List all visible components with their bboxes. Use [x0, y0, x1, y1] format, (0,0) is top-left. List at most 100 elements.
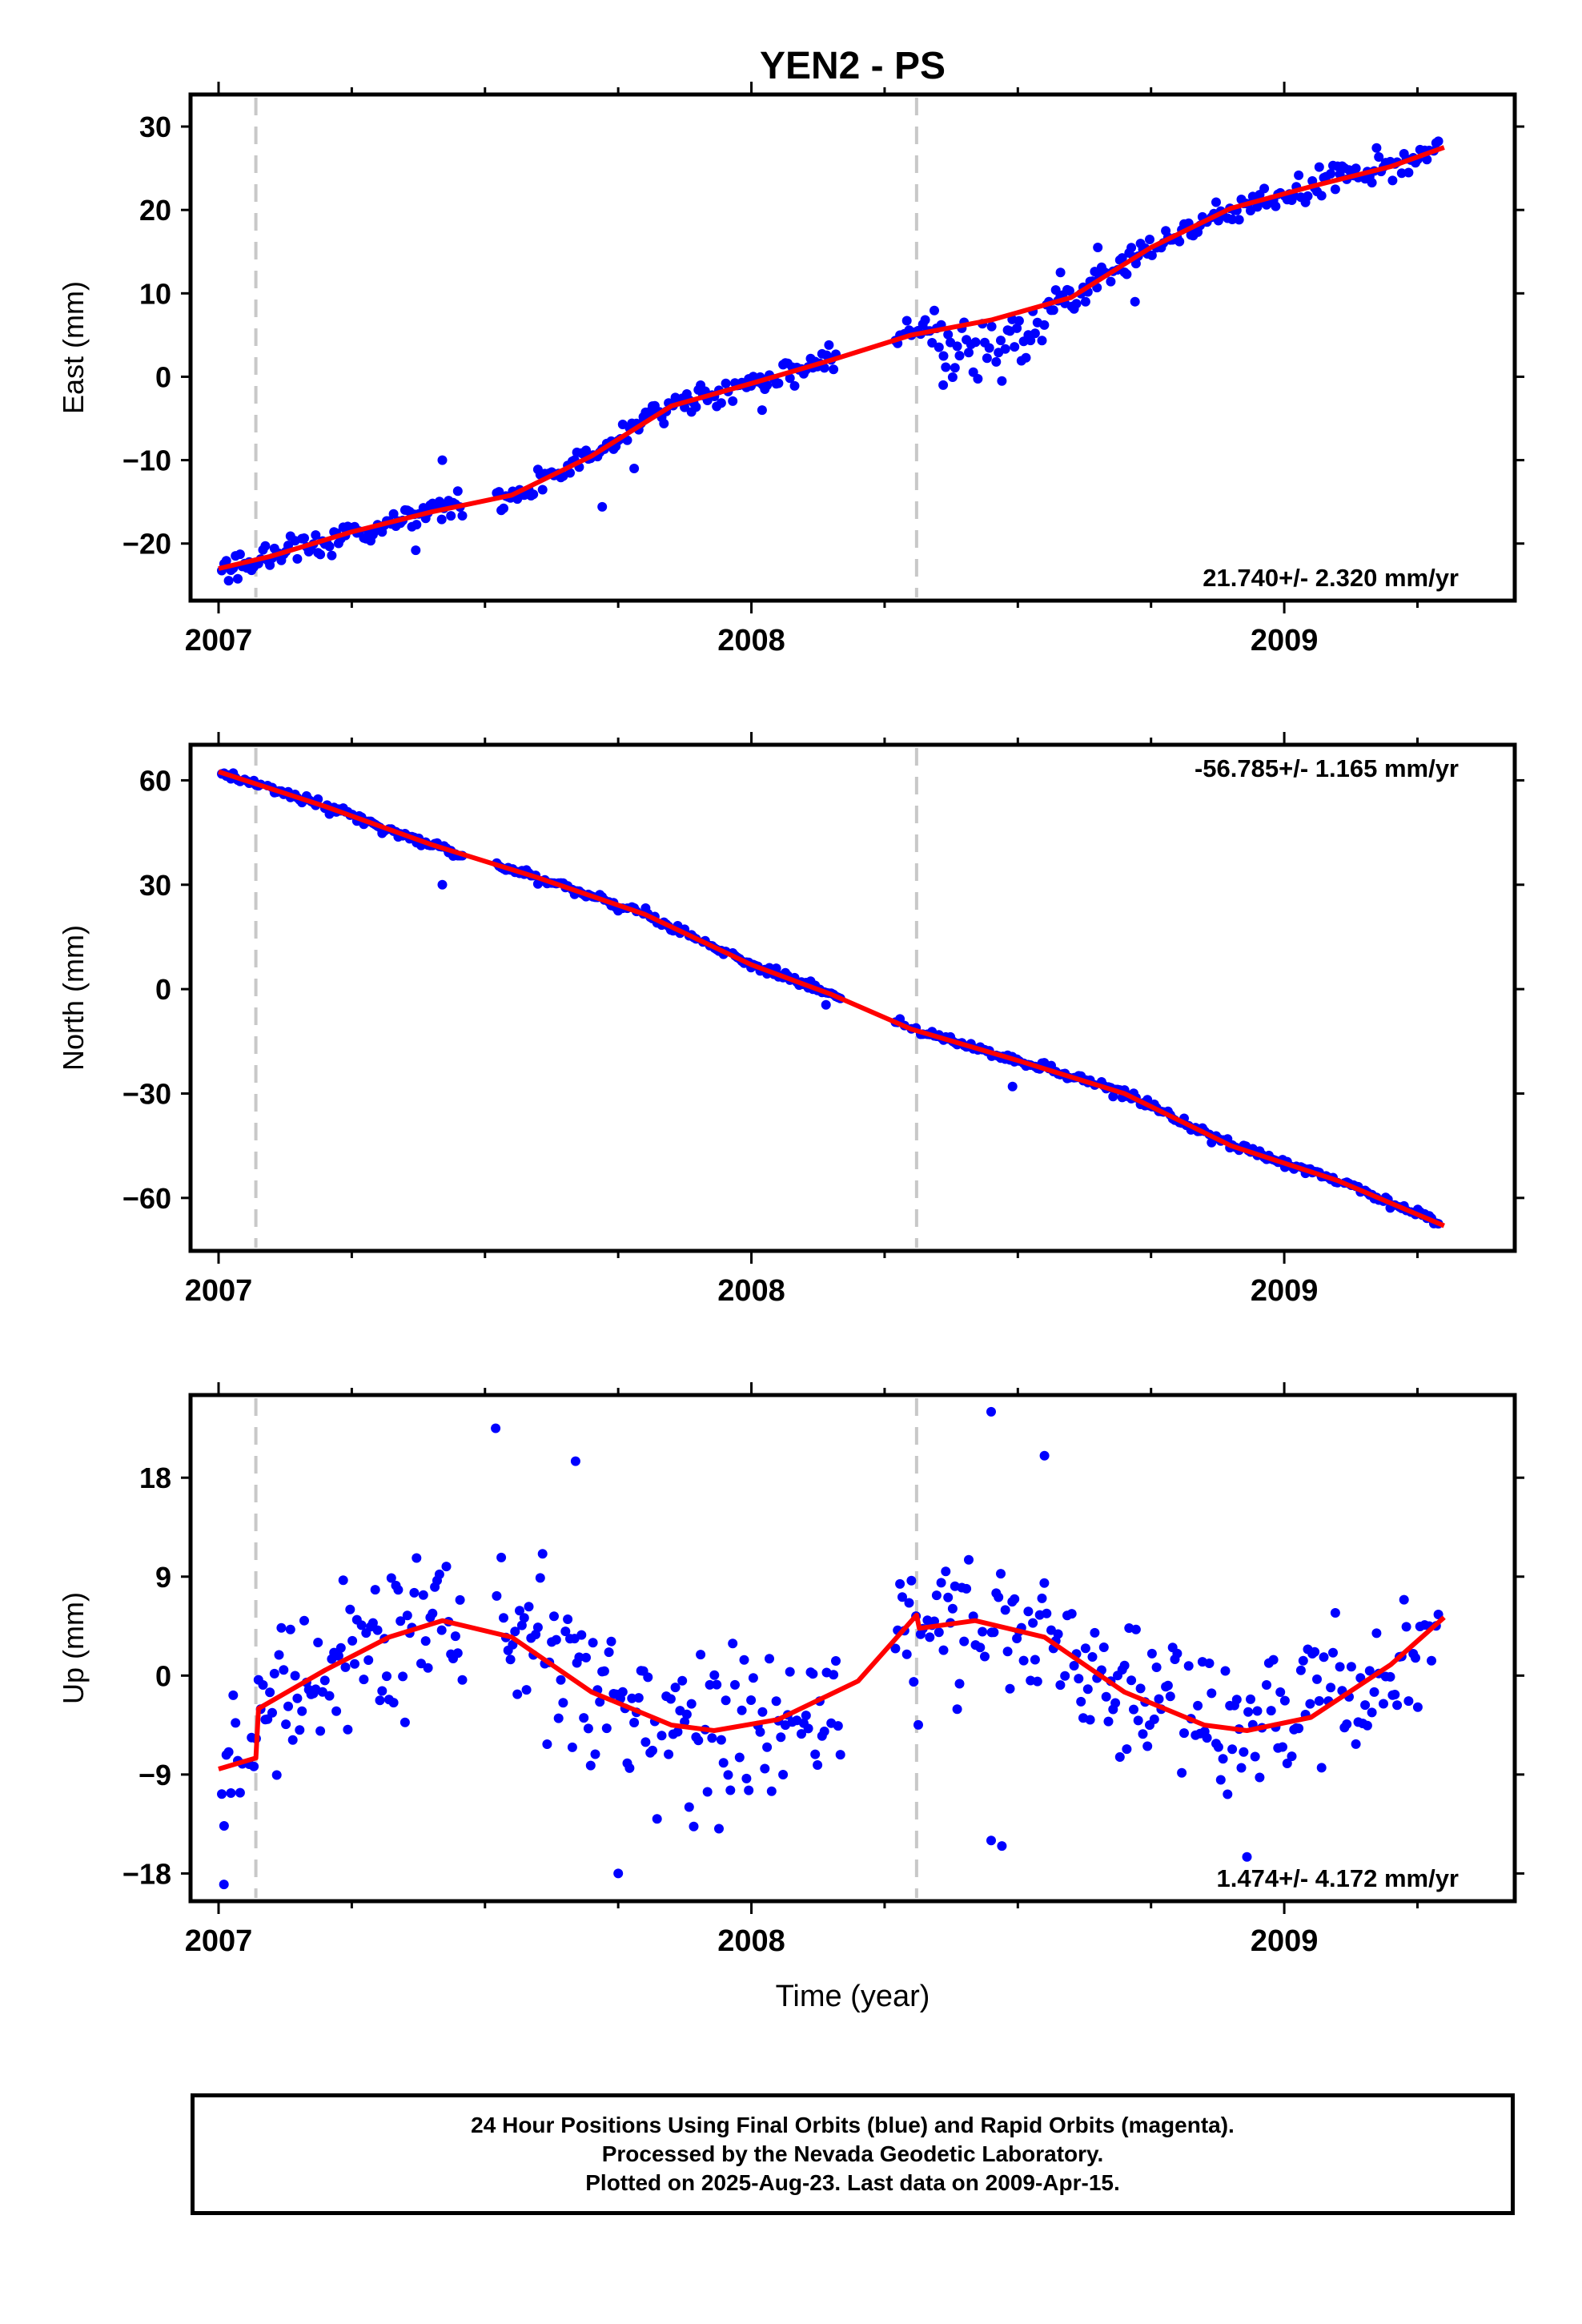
- data-point: [984, 343, 994, 353]
- data-point: [895, 1578, 905, 1589]
- data-point: [947, 372, 958, 382]
- data-point: [340, 1662, 351, 1672]
- data-point: [393, 1585, 404, 1595]
- data-point: [714, 1823, 724, 1834]
- data-point: [1351, 163, 1361, 174]
- data-point: [648, 1745, 657, 1755]
- data-point: [299, 1615, 309, 1626]
- data-point: [553, 1713, 564, 1723]
- data-point: [576, 1630, 587, 1640]
- data-point: [258, 1680, 268, 1690]
- data-point: [1023, 1606, 1034, 1617]
- data-point: [925, 1632, 935, 1642]
- data-point: [991, 356, 1002, 367]
- data-point: [1114, 1752, 1125, 1762]
- data-point: [335, 1642, 346, 1653]
- data-point: [760, 1763, 770, 1774]
- data-point: [996, 336, 1006, 346]
- data-point: [982, 353, 992, 364]
- data-point: [629, 464, 640, 473]
- data-point: [1330, 184, 1340, 195]
- data-point: [986, 1835, 996, 1846]
- data-point: [400, 1717, 410, 1727]
- data-point: [274, 1650, 284, 1660]
- data-point: [1303, 191, 1313, 201]
- data-point: [1014, 316, 1024, 326]
- data-point: [829, 1670, 839, 1680]
- data-point: [1326, 169, 1336, 179]
- data-point: [375, 1695, 385, 1706]
- data-point: [1039, 320, 1050, 330]
- data-point: [563, 1614, 573, 1624]
- data-point: [901, 1649, 912, 1659]
- data-point: [1314, 1696, 1324, 1706]
- data-point: [1172, 1648, 1182, 1659]
- data-point: [797, 1729, 806, 1739]
- data-point: [613, 1868, 624, 1879]
- data-point: [290, 1671, 300, 1681]
- data-point: [1204, 1659, 1215, 1668]
- data-point: [423, 1663, 433, 1673]
- data-point: [235, 1787, 245, 1798]
- data-point: [1066, 1609, 1077, 1619]
- data-point: [652, 1814, 662, 1824]
- data-point: [803, 1723, 813, 1734]
- data-point: [1360, 1700, 1371, 1711]
- data-point: [556, 1675, 566, 1685]
- data-point: [521, 1685, 532, 1695]
- panel-east: 30 20 10 0 −10 −20 East (mm) 2007 2008 2009 21.740…: [57, 82, 1524, 657]
- data-point: [1146, 1648, 1157, 1659]
- model-fit-line: [218, 145, 1445, 571]
- data-point: [821, 999, 831, 1010]
- data-point: [771, 1696, 781, 1707]
- data-point: [721, 378, 731, 388]
- data-point: [1314, 162, 1324, 172]
- data-point: [897, 1592, 907, 1602]
- data-point: [1069, 1661, 1079, 1671]
- x-axis-title: Time (year): [776, 1980, 930, 2013]
- data-point: [532, 1622, 543, 1633]
- data-point: [1282, 1759, 1292, 1768]
- data-point: [457, 1675, 468, 1685]
- data-point: [938, 351, 949, 361]
- data-point: [579, 1713, 589, 1723]
- data-point: [744, 1785, 754, 1795]
- data-point: [271, 1770, 282, 1780]
- data-point: [890, 1643, 901, 1654]
- data-point: [446, 511, 456, 521]
- data-point: [693, 1735, 704, 1746]
- rate-label: 21.740+/- 2.320 mm/yr: [1203, 564, 1459, 592]
- data-point: [1326, 1683, 1336, 1693]
- plot-frame: [188, 1393, 1517, 1904]
- y-axis-title: North (mm): [57, 925, 90, 1071]
- data-point: [776, 1732, 786, 1743]
- data-point: [1093, 243, 1103, 252]
- data-point: [938, 380, 949, 390]
- data-point: [537, 1549, 548, 1559]
- data-point: [691, 402, 701, 412]
- data-point: [597, 501, 608, 512]
- data-point: [941, 362, 951, 372]
- data-point: [1000, 1605, 1010, 1615]
- data-point: [728, 396, 738, 406]
- data-point: [226, 1788, 236, 1798]
- data-point: [1037, 336, 1047, 346]
- data-point: [739, 1655, 749, 1665]
- data-point: [1183, 1661, 1194, 1671]
- data-point: [496, 1552, 507, 1562]
- data-point: [1126, 1675, 1137, 1686]
- data-point: [757, 1707, 768, 1717]
- data-point: [996, 1569, 1006, 1579]
- data-point: [382, 1671, 391, 1682]
- data-point: [315, 549, 326, 560]
- data-point: [551, 1634, 561, 1645]
- data-point: [516, 1620, 527, 1630]
- data-point: [1412, 1702, 1423, 1712]
- data-point: [331, 1706, 342, 1716]
- data-point: [1149, 1714, 1159, 1724]
- data-point: [1080, 1643, 1090, 1654]
- data-point: [773, 378, 784, 388]
- data-point: [640, 1737, 651, 1747]
- data-point: [388, 1698, 399, 1708]
- data-point: [599, 1666, 609, 1676]
